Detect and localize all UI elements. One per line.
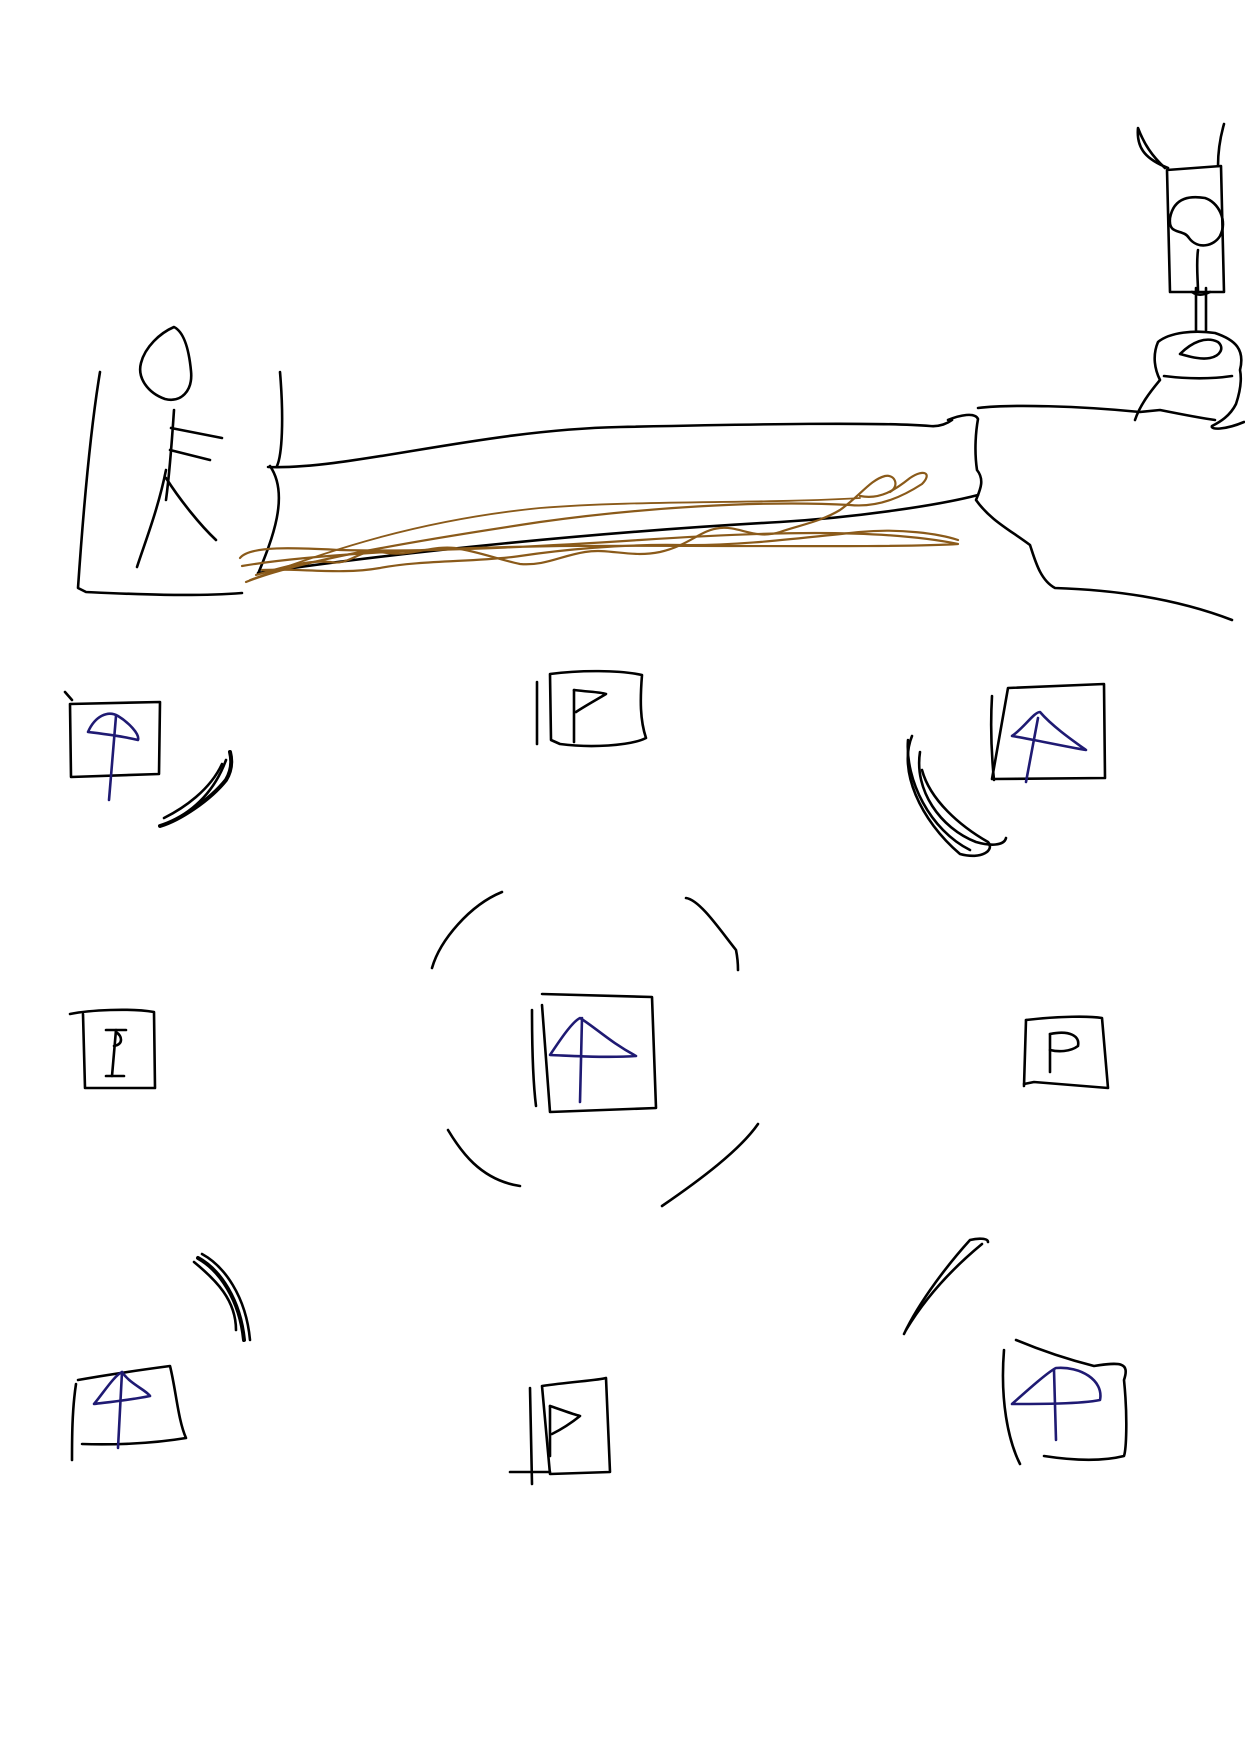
tile-bottom-left [70,1364,188,1462]
scribble-stroke-2 [244,471,928,584]
flag-icon [1048,1031,1080,1074]
tile-top-center [535,669,648,748]
flag-icon [104,1028,128,1078]
umbrella-icon [1010,710,1088,784]
tile-bottom-right [1001,1338,1128,1466]
scribble-stroke-4 [260,529,960,573]
broken-circle [430,890,760,1208]
castle [1133,122,1245,430]
flag-icon [572,688,608,744]
tile-top-left [63,690,162,802]
connector-arcs [158,734,1008,1342]
right-cliff [946,404,1234,622]
tile-bottom-center [508,1376,612,1486]
umbrella-icon [86,712,140,802]
tile-top-right [989,682,1107,784]
tile-middle-left [68,1008,157,1090]
tile-middle-right [1022,1015,1110,1090]
arc-bottom-right [902,1237,990,1336]
arc-top-right [906,734,1008,858]
left-cliff [76,370,284,597]
stick-figure [135,325,224,569]
top-scene [76,122,1245,622]
tile-center [430,890,760,1208]
arc-bottom-left [192,1252,252,1342]
brown-scribble [238,471,960,584]
arc-top-left [158,750,234,828]
scribble-stroke-5 [249,497,861,581]
tile-grid [63,669,1128,1486]
umbrella-icon [1010,1366,1102,1442]
umbrella-icon [92,1370,152,1450]
scribble-stroke-3 [254,474,897,577]
flag-icon [548,1404,582,1458]
umbrella-icon [548,1016,638,1104]
